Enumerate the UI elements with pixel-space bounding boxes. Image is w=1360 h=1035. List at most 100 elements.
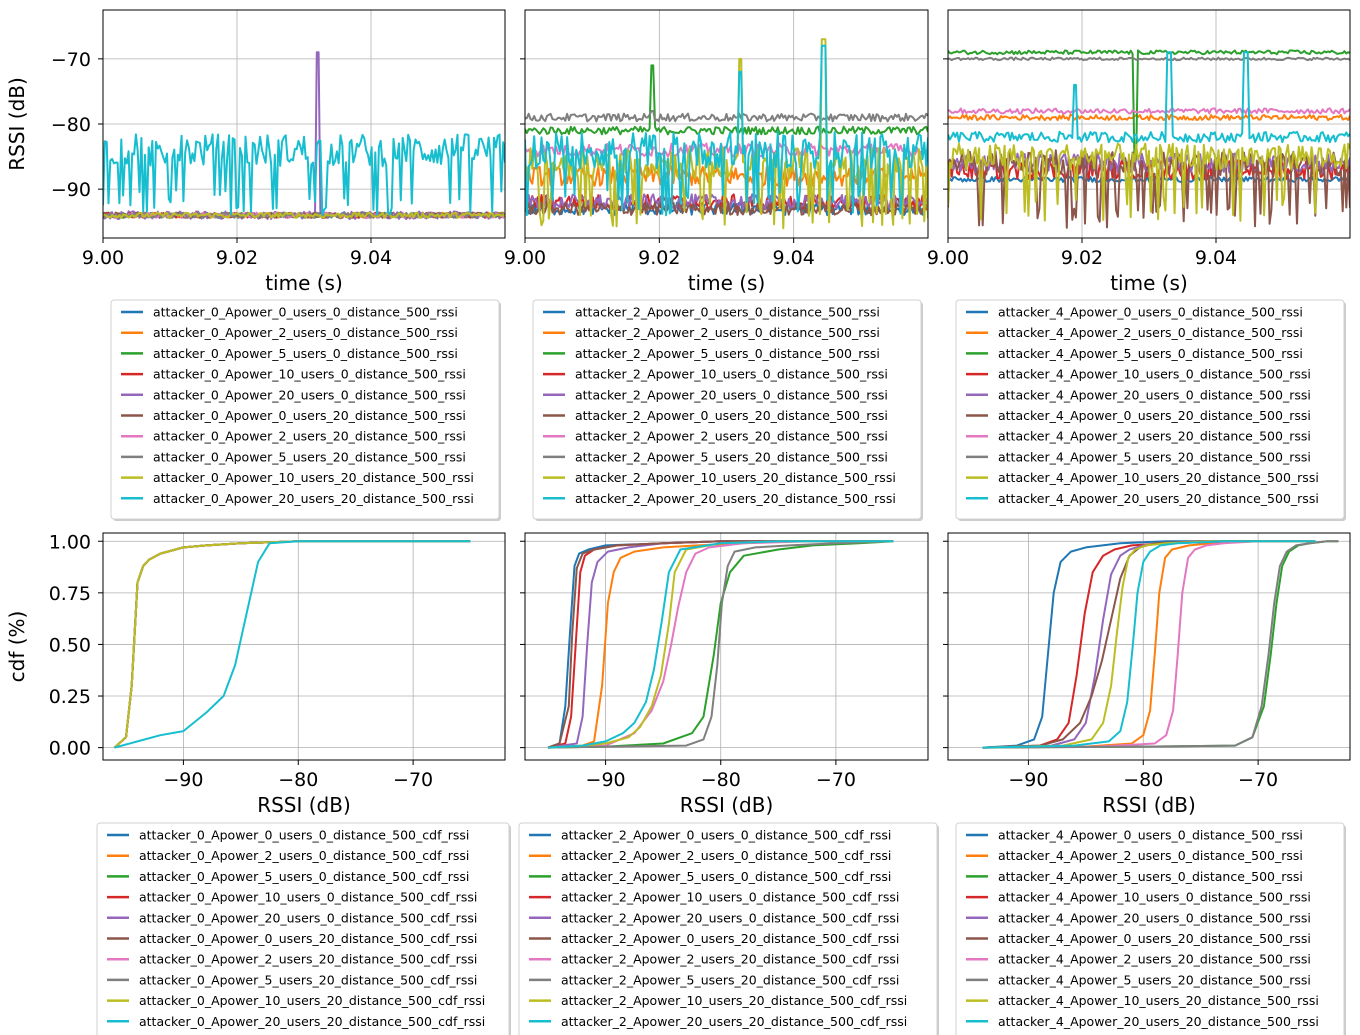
x-tick-label: 9.02: [1061, 247, 1103, 269]
y-tick-label: 0.50: [49, 634, 91, 656]
legend-label: attacker_0_Apower_20_users_0_distance_50…: [139, 910, 477, 925]
series-group: [547, 540, 894, 749]
legend-label: attacker_0_Apower_10_users_0_distance_50…: [153, 367, 466, 382]
legend-label: attacker_2_Apower_0_users_0_distance_500…: [561, 828, 891, 843]
legend-label: attacker_4_Apower_20_users_20_distance_5…: [998, 491, 1319, 506]
legend-label: attacker_2_Apower_2_users_0_distance_500…: [575, 325, 880, 340]
series-line: [982, 540, 1316, 749]
legend-label: attacker_0_Apower_10_users_20_distance_5…: [153, 470, 474, 485]
series-line: [982, 540, 1339, 749]
legend-box: [532, 299, 922, 520]
legend-label: attacker_0_Apower_2_users_20_distance_50…: [153, 429, 466, 444]
legend-label: attacker_2_Apower_10_users_0_distance_50…: [561, 890, 899, 905]
legend-label: attacker_4_Apower_10_users_20_distance_5…: [998, 993, 1319, 1008]
legend-label: attacker_2_Apower_20_users_20_distance_5…: [561, 1014, 907, 1029]
legend-label: attacker_4_Apower_2_users_20_distance_50…: [998, 952, 1311, 967]
x-tick-label: 9.04: [1195, 247, 1237, 269]
x-axis-label: RSSI (dB): [257, 793, 351, 817]
panel-bottom-left: −90 −80 −70 0.00 0.25 0.50 0.75 1.00 RSSI (dB) cd…: [5, 531, 511, 1035]
series-line: [103, 211, 505, 219]
legend-label: attacker_2_Apower_10_users_20_distance_5…: [561, 993, 907, 1008]
legend-box: [96, 822, 510, 1035]
x-tick-label: −80: [278, 769, 318, 791]
legend-label: attacker_0_Apower_2_users_0_distance_500…: [153, 325, 458, 340]
legend-label: attacker_4_Apower_20_users_0_distance_50…: [998, 387, 1311, 402]
legend-box: [110, 299, 500, 520]
y-axis-label: RSSI (dB): [5, 77, 29, 171]
legend-label: attacker_4_Apower_5_users_0_distance_500…: [998, 346, 1303, 361]
legend-label: attacker_4_Apower_10_users_0_distance_50…: [998, 890, 1311, 905]
x-axis-label: RSSI (dB): [1102, 793, 1196, 817]
series-line: [547, 540, 894, 749]
legend: attacker_2_Apower_0_users_0_distance_500…: [518, 822, 939, 1035]
series-line: [103, 51, 505, 221]
legend-label: attacker_0_Apower_2_users_20_distance_50…: [139, 952, 477, 967]
series-line: [982, 540, 1316, 749]
legend-label: attacker_2_Apower_2_users_20_distance_50…: [575, 429, 888, 444]
x-tick-label: −70: [393, 769, 433, 791]
series-line: [547, 540, 894, 749]
x-tick-label: −70: [816, 769, 856, 791]
panel-bottom-right: −90 −80 −70 RSSI (dB) attacker_4_Apower_0_us…: [943, 532, 1351, 1035]
x-tick-label: −90: [586, 769, 626, 791]
legend-label: attacker_0_Apower_0_users_0_distance_500…: [139, 828, 469, 843]
series-line: [982, 540, 1316, 749]
legend-label: attacker_2_Apower_2_users_0_distance_500…: [561, 848, 891, 863]
legend-label: attacker_4_Apower_0_users_20_distance_50…: [998, 931, 1311, 946]
series-line: [525, 44, 928, 217]
legend-label: attacker_2_Apower_0_users_0_distance_500…: [575, 305, 880, 320]
legend-label: attacker_4_Apower_20_users_0_distance_50…: [998, 910, 1311, 925]
panel-bottom-center: −90 −80 −70 RSSI (dB) attacker_2_Apower_0_us…: [518, 532, 939, 1035]
legend-label: attacker_2_Apower_0_users_20_distance_50…: [561, 931, 899, 946]
series-line: [982, 540, 1316, 749]
x-axis-label: time (s): [265, 271, 343, 295]
legend-label: attacker_0_Apower_0_users_20_distance_50…: [139, 931, 477, 946]
legend-box: [955, 822, 1345, 1035]
x-tick-label: 9.02: [216, 247, 258, 269]
series-line: [525, 38, 928, 230]
legend-label: attacker_2_Apower_20_users_20_distance_5…: [575, 491, 896, 506]
legend-label: attacker_0_Apower_5_users_0_distance_500…: [139, 869, 469, 884]
series-line: [948, 56, 1350, 62]
legend-label: attacker_4_Apower_20_users_20_distance_5…: [998, 1014, 1319, 1029]
legend-label: attacker_4_Apower_0_users_0_distance_500…: [998, 828, 1303, 843]
legend-label: attacker_2_Apower_20_users_0_distance_50…: [575, 387, 888, 402]
x-tick-label: −90: [163, 769, 203, 791]
series-group: [525, 38, 928, 230]
series-line: [948, 107, 1350, 115]
legend-label: attacker_4_Apower_5_users_20_distance_50…: [998, 449, 1311, 464]
legend-label: attacker_4_Apower_5_users_0_distance_500…: [998, 869, 1303, 884]
legend-label: attacker_0_Apower_0_users_0_distance_500…: [153, 305, 458, 320]
x-tick-label: 9.00: [82, 247, 124, 269]
legend-label: attacker_4_Apower_0_users_20_distance_50…: [998, 408, 1311, 423]
legend-label: attacker_0_Apower_5_users_20_distance_50…: [153, 449, 466, 464]
legend-label: attacker_2_Apower_5_users_20_distance_50…: [561, 972, 899, 987]
panel-top-left: 9.00 9.02 9.04 −70 −80 −90 time (s) RSSI (dB) at…: [5, 9, 506, 521]
series-line: [525, 64, 928, 136]
axes-frame: [102, 532, 506, 761]
y-tick-label: 0.25: [49, 686, 91, 708]
x-tick-label: 9.00: [504, 247, 546, 269]
y-tick-label: 0.00: [49, 738, 91, 760]
y-tick-label: −80: [51, 114, 91, 136]
legend-label: attacker_4_Apower_2_users_0_distance_500…: [998, 848, 1303, 863]
legend-label: attacker_0_Apower_5_users_20_distance_50…: [139, 972, 477, 987]
series-line: [525, 110, 928, 123]
panel-top-right: 9.00 9.02 9.04 time (s) attacker_4_Apower_0_…: [927, 9, 1351, 521]
legend-label: attacker_2_Apower_2_users_20_distance_50…: [561, 952, 899, 967]
legend: attacker_0_Apower_0_users_0_distance_500…: [96, 822, 511, 1035]
legend-label: attacker_2_Apower_5_users_0_distance_500…: [561, 869, 891, 884]
legend-label: attacker_2_Apower_20_users_0_distance_50…: [561, 910, 899, 925]
series-line: [114, 540, 471, 749]
x-tick-label: 9.00: [927, 247, 969, 269]
legend-label: attacker_2_Apower_0_users_20_distance_50…: [575, 408, 888, 423]
series-group: [948, 49, 1350, 229]
legend-label: attacker_4_Apower_10_users_0_distance_50…: [998, 367, 1311, 382]
legend-label: attacker_2_Apower_5_users_20_distance_50…: [575, 449, 888, 464]
y-tick-label: −90: [51, 179, 91, 201]
legend-label: attacker_0_Apower_2_users_0_distance_500…: [139, 848, 469, 863]
panel-top-center: 9.00 9.02 9.04 time (s) attacker_2_Apower_0_…: [504, 9, 929, 521]
legend-label: attacker_0_Apower_20_users_20_distance_5…: [139, 1014, 485, 1029]
legend-label: attacker_0_Apower_0_users_20_distance_50…: [153, 408, 466, 423]
